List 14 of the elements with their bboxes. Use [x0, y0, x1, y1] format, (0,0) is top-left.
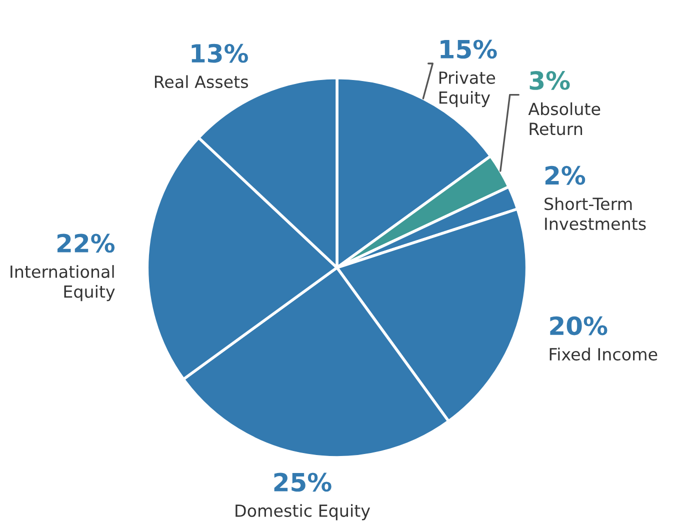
data-label: 3%: [530, 71, 570, 90]
slice-label: Domestic Equity: [236, 504, 370, 520]
slice-label: Short-Term Investments: [544, 197, 646, 230]
slice-label: International Equity: [10, 265, 115, 302]
data-label: 15%: [440, 40, 497, 59]
data-label: 20%: [550, 316, 608, 336]
slice-label: Fixed Income: [550, 348, 658, 361]
slice-label: Real Assets: [154, 75, 248, 88]
data-label: 25%: [274, 472, 332, 492]
data-label: 2%: [545, 166, 586, 185]
data-label: 13%: [192, 44, 248, 63]
slice-label: Absolute Return: [528, 102, 600, 136]
slice-label: Private Equity: [439, 71, 496, 108]
data-label: 22%: [57, 234, 115, 253]
